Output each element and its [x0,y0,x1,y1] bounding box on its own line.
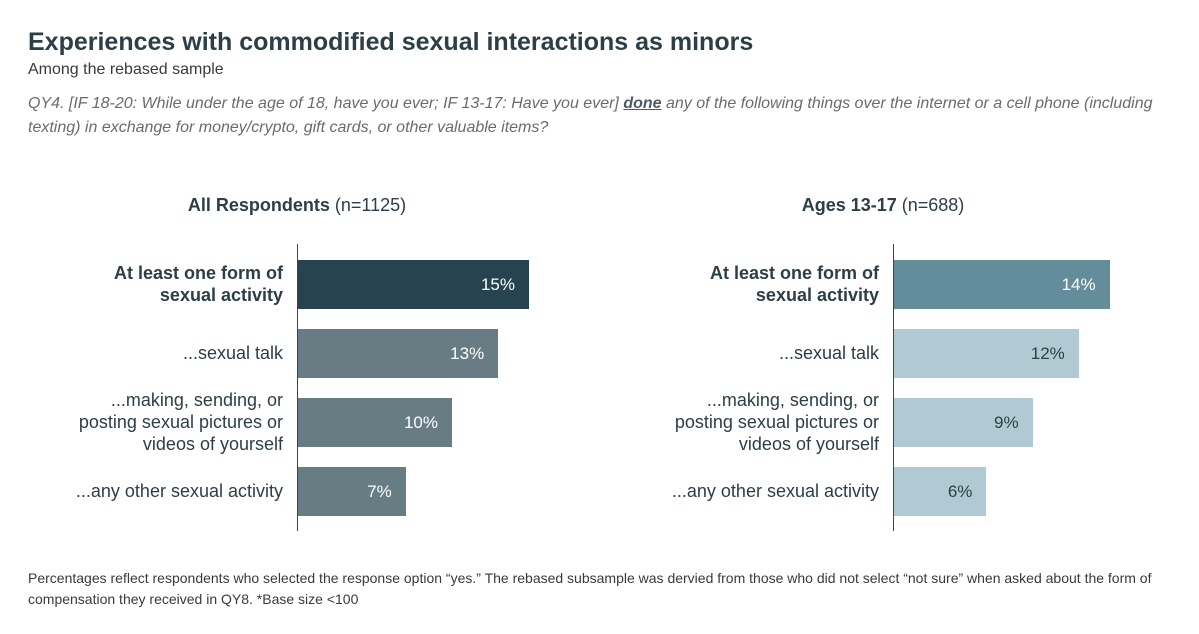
panel-2-bar-value-label: 12% [1030,343,1065,363]
panel-2-bar: 14% [894,260,1110,309]
panel-2-axis-line [893,244,894,531]
panel-2-title: Ages 13-17 (n=688) [802,195,965,216]
panel-1-bar: 15% [298,260,529,309]
panel-1-axis-line [297,244,298,531]
question-text-after: any of the following things over the int… [28,95,1153,136]
panel-2-bar: 12% [894,329,1079,378]
panel-1-title-bold: All Respondents [187,195,330,215]
panel-2-bar-value-label: 9% [994,412,1019,432]
panel-1-bar-value-label: 15% [480,274,515,294]
panel-1-category-label: ...sexual talk [182,343,283,363]
panel-1-category-label: ...any other sexual activity [75,481,283,501]
question-text-before: QY4. [IF 18-20: While under the age of 1… [28,95,624,112]
panel-1-category-label: ...making, sending, or posting sexual pi… [78,390,283,454]
panel-2-bar-value-label: 6% [947,481,973,501]
panel-1-category-label: At least one form of sexual activity [113,263,283,305]
panel-2-bar: 6% [894,467,987,516]
panel-1-bar-value-label: 13% [450,343,485,363]
question-emphasis: done [623,95,662,112]
chart-title: Experiences with commodified sexual inte… [28,28,754,56]
panel-1-title: All Respondents (n=1125) [188,195,406,216]
panel-2-title-bold: Ages 13-17 [801,195,897,215]
panel-1-bar: 10% [298,398,452,447]
panel-1-bar: 13% [298,329,499,378]
panel-2-category-label: ...sexual talk [778,343,879,363]
panel-2-category-label: ...making, sending, or posting sexual pi… [674,390,879,454]
panel-2-title-n: (n=688) [896,195,965,215]
footnote: Percentages reflect respondents who sele… [28,570,1152,607]
panel-1-bar-value-label: 7% [367,481,392,501]
panel-2-category-label: At least one form of sexual activity [709,263,879,305]
panel-1-bar: 7% [298,467,406,516]
panel-1-title-n: (n=1125) [329,195,407,215]
survey-question: QY4. [IF 18-20: While under the age of 1… [28,92,1178,140]
panel-2-category-label: ...any other sexual activity [671,481,879,501]
panel-1-bar-value-label: 10% [403,412,438,432]
panel-2-bar-value-label: 14% [1061,274,1096,294]
panel-2-bar: 9% [894,398,1033,447]
chart-subtitle: Among the rebased sample [28,61,224,78]
